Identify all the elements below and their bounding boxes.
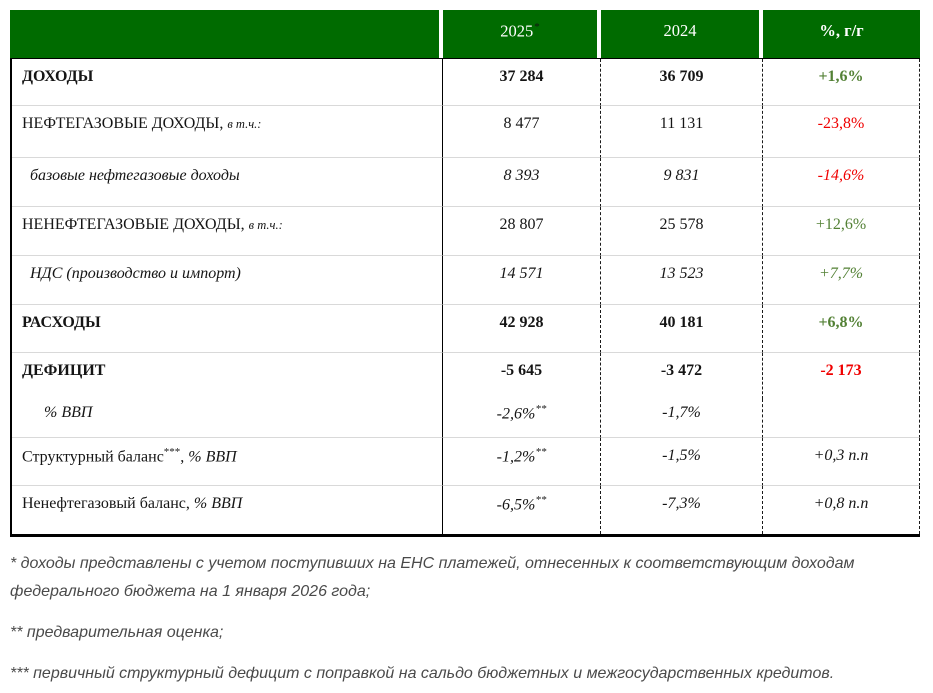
label-text: ,: [180, 448, 189, 466]
footnote-marker: ***: [163, 446, 181, 458]
footnote: *** первичный структурный дефицит с попр…: [10, 665, 835, 682]
row-label: % ВВП: [12, 399, 443, 438]
value-yoy: +0,8 п.п: [763, 486, 920, 534]
value-2025: 28 807: [443, 207, 601, 256]
label-text: в т.ч.:: [227, 117, 262, 131]
row-label: НЕФТЕГАЗОВЫЕ ДОХОДЫ, в т.ч.:: [12, 106, 443, 158]
header-col-2024: 2024: [601, 10, 763, 58]
value-yoy: -14,6%: [763, 158, 920, 207]
table-row: РАСХОДЫ 42 928 40 181 +6,8%: [12, 305, 920, 353]
row-label: НДС (производство и импорт): [12, 256, 443, 305]
value-2024: 25 578: [601, 207, 763, 256]
value-2024: 40 181: [601, 305, 763, 353]
label-text: % ВВП: [193, 495, 243, 512]
label-text: Ненефтегазовый баланс,: [22, 495, 194, 512]
header-col-yoy: %, г/г: [763, 10, 920, 58]
budget-table: 2025* 2024 %, г/г ДОХОДЫ 37 284 36 709 +1,6…: [10, 10, 920, 537]
header-empty-cell: [10, 10, 443, 58]
value-2025: -2,6%**: [443, 399, 601, 438]
footnote-marker: **: [535, 494, 547, 506]
value-2025: -5 645: [443, 353, 601, 399]
value-yoy: +12,6%: [763, 207, 920, 256]
value-2025: 8 393: [443, 158, 601, 207]
value-2025: 14 571: [443, 256, 601, 305]
value-2024: 13 523: [601, 256, 763, 305]
footnote-marker: *: [534, 21, 540, 33]
table-row: % ВВП -2,6%** -1,7%: [12, 399, 920, 438]
value-2024: 36 709: [601, 59, 763, 106]
value-2025: -1,2%**: [443, 438, 601, 486]
footnote-marker: **: [535, 446, 547, 458]
table-row: Ненефтегазовый баланс, % ВВП -6,5%** -7,3%…: [12, 486, 920, 534]
row-label: НЕНЕФТЕГАЗОВЫЕ ДОХОДЫ, в т.ч.:: [12, 207, 443, 256]
row-label: ДЕФИЦИТ: [12, 353, 443, 399]
label-text: Структурный баланс: [22, 448, 164, 466]
table-row: Структурный баланс***, % ВВП -1,2%** -1,5%…: [12, 438, 920, 486]
value-2024: -7,3%: [601, 486, 763, 534]
row-label: базовые нефтегазовые доходы: [12, 158, 443, 207]
value-2024: -3 472: [601, 353, 763, 399]
header-col-2024-label: 2024: [663, 21, 697, 40]
value-2024: 9 831: [601, 158, 763, 207]
table-row: НЕФТЕГАЗОВЫЕ ДОХОДЫ, в т.ч.: 8 477 11 131-…: [12, 106, 920, 158]
value-yoy: +1,6%: [763, 59, 920, 106]
footnote-marker: **: [535, 403, 547, 415]
header-col-2025-label: 2025: [500, 21, 534, 41]
header-col-yoy-label: %, г/г: [819, 21, 864, 40]
value-yoy: +6,8%: [763, 305, 920, 353]
table-row: НЕНЕФТЕГАЗОВЫЕ ДОХОДЫ, в т.ч.: 28 807 25 5…: [12, 207, 920, 256]
value-2025: 8 477: [443, 106, 601, 158]
value-yoy: -2 173: [763, 353, 920, 399]
value-yoy: +0,3 п.п: [763, 438, 920, 486]
label-text: ДОХОДЫ: [22, 68, 94, 85]
row-label: Ненефтегазовый баланс, % ВВП: [12, 486, 443, 534]
table-row: базовые нефтегазовые доходы 8 393 9 831 -14…: [12, 158, 920, 207]
label-text: НЕФТЕГАЗОВЫЕ ДОХОДЫ,: [22, 115, 228, 132]
value-yoy: [763, 399, 920, 438]
footnote: * доходы представлены с учетом поступивш…: [10, 555, 855, 600]
table-body: ДОХОДЫ 37 284 36 709 +1,6% НЕФТЕГАЗОВЫЕ ДОХО…: [10, 58, 920, 537]
table-row: ДЕФИЦИТ -5 645 -3 472 -2 173: [12, 353, 920, 399]
footnote: ** предварительная оценка;: [10, 624, 224, 641]
value-yoy: -23,8%: [763, 106, 920, 158]
label-text: % ВВП: [44, 404, 93, 421]
label-text: РАСХОДЫ: [22, 314, 101, 331]
label-text: ДЕФИЦИТ: [22, 362, 106, 379]
label-text: % ВВП: [188, 448, 237, 466]
header-col-2025: 2025*: [443, 10, 601, 58]
table-row: НДС (производство и импорт) 14 571 13 523 +…: [12, 256, 920, 305]
table-row: ДОХОДЫ 37 284 36 709 +1,6%: [12, 59, 920, 106]
label-text: НДС (производство и импорт): [30, 265, 241, 282]
label-text: НЕНЕФТЕГАЗОВЫЕ ДОХОДЫ,: [22, 216, 249, 233]
row-label: ДОХОДЫ: [12, 59, 443, 106]
table-header: 2025* 2024 %, г/г: [10, 10, 920, 58]
value-2024: -1,5%: [601, 438, 763, 486]
value-yoy: +7,7%: [763, 256, 920, 305]
label-text: в т.ч.:: [248, 218, 283, 232]
label-text: базовые нефтегазовые доходы: [30, 167, 240, 184]
value-2024: 11 131: [601, 106, 763, 158]
row-label: РАСХОДЫ: [12, 305, 443, 353]
value-2025: -6,5%**: [443, 486, 601, 534]
footnotes: * доходы представлены с учетом поступивш…: [10, 550, 915, 688]
row-label: Структурный баланс***, % ВВП: [12, 438, 443, 486]
value-2024: -1,7%: [601, 399, 763, 438]
value-2025: 42 928: [443, 305, 601, 353]
value-2025: 37 284: [443, 59, 601, 106]
